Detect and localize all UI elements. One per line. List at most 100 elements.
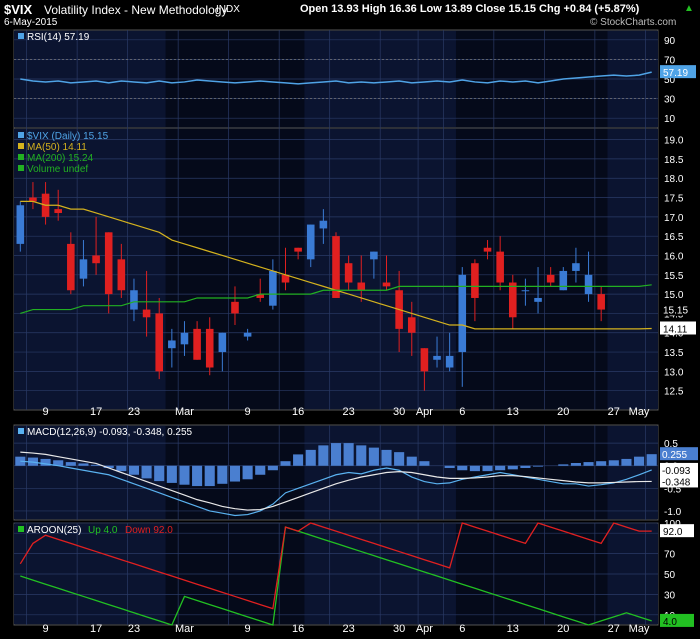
macd-legend-swatch: [18, 428, 24, 434]
price-legend-swatch: [18, 165, 24, 171]
macd-last-value: -0.093: [662, 466, 691, 477]
x-axis-date-label: 20: [557, 623, 569, 635]
x-axis-date-label: 27: [608, 623, 620, 635]
candle-up: [306, 224, 315, 260]
candle-down: [546, 274, 555, 283]
x-axis-date-label: 23: [128, 623, 140, 635]
chart-header: $VIX Volatility Index - New Methodology …: [0, 0, 700, 28]
aroon-last-value: 92.0: [663, 527, 683, 538]
rsi-last-value: 57.19: [663, 68, 688, 79]
aroon-up-line: [20, 526, 652, 626]
price-tick-label: 17.5: [664, 194, 684, 205]
macd-tick-label: -0.5: [664, 484, 682, 495]
candle-down: [155, 313, 164, 372]
security-name: Volatility Index - New Methodology: [44, 3, 228, 17]
exchange-label: INDX: [216, 4, 240, 15]
aroon-legend-down: Down 92.0: [125, 525, 173, 536]
candle-down: [420, 348, 429, 372]
x-axis-date-label: 9: [43, 623, 49, 635]
candle-up: [584, 274, 593, 295]
macd-histogram-bar: [507, 465, 518, 470]
macd-month-band: [607, 426, 658, 519]
macd-histogram-bar: [356, 445, 367, 466]
macd-histogram-bar: [91, 464, 102, 466]
price-month-band: [14, 129, 166, 409]
macd-histogram-bar: [192, 465, 203, 487]
price-last-value: 15.15: [663, 306, 688, 317]
macd-histogram-bar: [621, 458, 632, 466]
x-axis-date-label: 30: [393, 406, 405, 418]
macd-histogram-bar: [15, 456, 26, 466]
ma50-last-value: 14.11: [663, 324, 688, 335]
macd-histogram-bar: [646, 454, 657, 466]
macd-histogram-bar: [154, 465, 165, 482]
price-month-band: [607, 129, 658, 409]
x-axis-date-label: 20: [557, 406, 569, 418]
macd-histogram-bar: [608, 460, 619, 466]
macd-histogram-bar: [128, 465, 140, 475]
watermark: © StockCharts.com: [590, 17, 677, 28]
price-legend-item: Volume undef: [27, 164, 88, 175]
macd-histogram-bar: [53, 460, 64, 466]
macd-histogram-bar: [116, 465, 127, 472]
candle-up: [218, 332, 227, 353]
macd-tick-label: 0.5: [664, 439, 678, 450]
x-axis-date-label: 23: [343, 406, 355, 418]
candle-up: [445, 355, 454, 368]
aroon-tick-label: 50: [664, 570, 676, 581]
candle-down: [205, 328, 214, 368]
x-axis-date-label: 30: [393, 623, 405, 635]
macd-histogram-bar: [141, 465, 152, 479]
macd-histogram-bar: [482, 465, 493, 472]
macd-histogram-bar: [217, 465, 228, 484]
x-axis-date-label: May: [629, 623, 650, 635]
aroon-legend-swatch: [18, 526, 24, 532]
candle-down: [344, 263, 353, 283]
macd-histogram-bar: [381, 449, 392, 466]
candle-down: [281, 274, 290, 283]
macd-histogram-bar: [520, 465, 531, 468]
candle-down: [382, 282, 391, 287]
ma50-last-value-box: [660, 321, 696, 335]
price-tick-label: 13.0: [664, 367, 684, 378]
ma200-line: [20, 284, 652, 314]
x-axis-date-label: 16: [292, 623, 304, 635]
rsi-tick-label: 50: [664, 75, 676, 86]
candle-up: [521, 290, 530, 292]
signal-line: [20, 451, 652, 511]
macd-histogram-bar: [469, 465, 480, 472]
macd-last-value: -0.348: [662, 477, 691, 488]
aroon-last-value-box: [660, 524, 694, 538]
price-tick-label: 13.5: [664, 348, 684, 359]
macd-legend: MACD(12,26,9) -0.093, -0.348, 0.255: [27, 427, 193, 438]
macd-histogram-bar: [229, 465, 241, 482]
x-axis-date-label: Mar: [175, 406, 194, 418]
x-axis-date-label: Apr: [416, 623, 433, 635]
macd-last-value-box: [660, 447, 698, 461]
macd-last-value-box: [660, 474, 698, 488]
up-arrow-icon: ▲: [684, 3, 694, 14]
rsi-tick-label: 30: [664, 95, 676, 106]
macd-histogram-bar: [343, 443, 354, 466]
x-axis-date-label: 23: [343, 623, 355, 635]
x-axis-date-label: 9: [245, 623, 251, 635]
aroon-last-value-box: [660, 613, 694, 627]
date-label: 6-May-2015: [4, 17, 58, 28]
price-legend-swatch: [18, 132, 24, 138]
x-axis-date-label: 27: [608, 406, 620, 418]
price-tick-label: 15.5: [664, 271, 684, 282]
price-legend-item: MA(200) 15.24: [27, 153, 94, 164]
macd-histogram-bar: [267, 465, 278, 471]
candle-up: [243, 332, 252, 337]
candle-down: [117, 259, 126, 291]
rsi-tick-label: 90: [664, 36, 676, 47]
aroon-tick-label: 70: [664, 550, 676, 561]
candle-down: [483, 247, 492, 252]
macd-histogram-bar: [65, 462, 76, 466]
aroon-last-value: 4.0: [663, 617, 677, 628]
macd-histogram-bar: [596, 461, 607, 466]
x-axis-date-label: Mar: [175, 623, 194, 635]
price-tick-label: 16.0: [664, 251, 684, 262]
candle-up: [16, 205, 25, 244]
macd-histogram-bar: [242, 465, 253, 480]
